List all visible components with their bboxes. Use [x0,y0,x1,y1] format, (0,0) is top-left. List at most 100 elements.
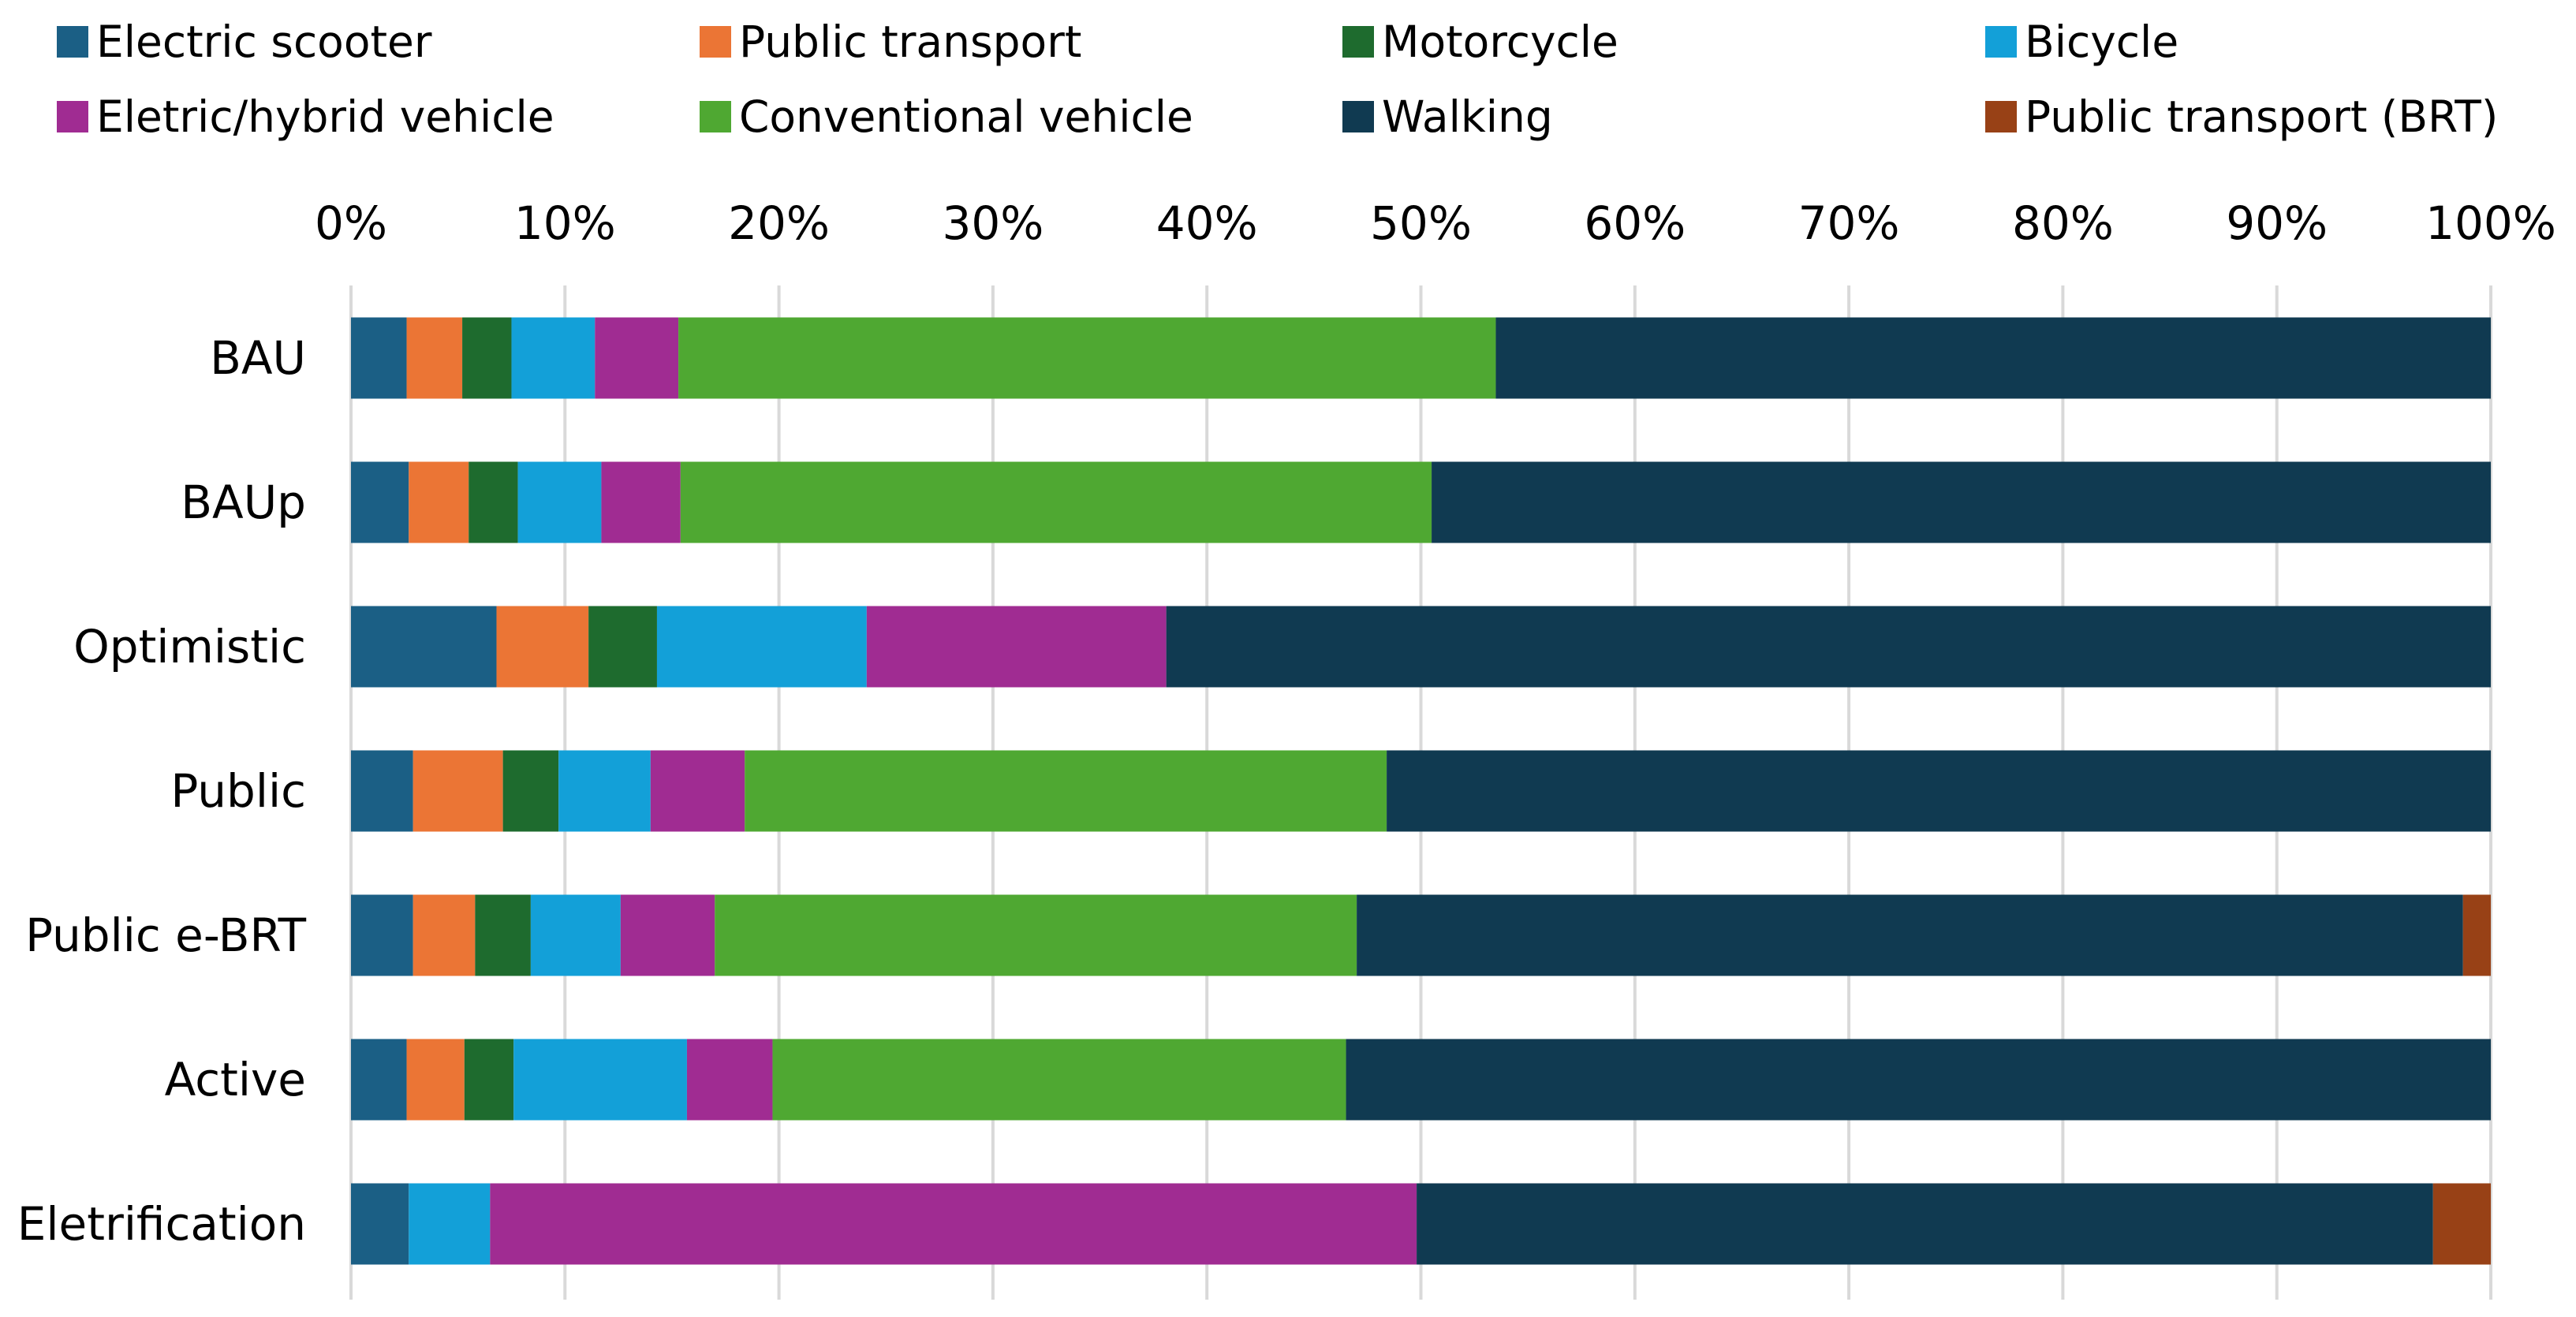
bar-segment-public-public-transport [413,750,503,832]
bar-segment-active-public-transport [406,1039,465,1121]
bar-segment-eletrification-public-transport-brt [2432,1183,2491,1265]
bar-segment-public-e-brt-eletric-hybrid-vehicle [620,894,715,976]
bar-segment-optimistic-electric-scooter [351,606,497,688]
bar-segment-baup-public-transport [409,461,469,543]
legend-item-walking: Walking [1342,91,1553,142]
bar-segment-optimistic-bicycle [656,606,867,688]
bar-segment-public-e-brt-electric-scooter [351,894,413,976]
bar-segment-bau-motorcycle [462,317,512,399]
bar-group-active [351,1039,2491,1121]
tick-label-70: 70% [1798,196,1900,250]
tick-label-80: 80% [2012,196,2114,250]
bar-segment-bau-public-transport [406,317,463,399]
bar-segment-public-e-brt-bicycle [530,894,621,976]
bar-segment-optimistic-eletric-hybrid-vehicle [866,606,1167,688]
bar-group-public [351,750,2491,832]
bar-segment-public-motorcycle [502,750,559,832]
legend-item-motorcycle: Motorcycle [1342,17,1618,67]
bar-segment-public-eletric-hybrid-vehicle [650,750,745,832]
category-label-public: Public [170,764,306,818]
legend-item-electric-scooter: Electric scooter [57,17,432,67]
legend-swatch [57,101,88,132]
legend-swatch [57,26,88,58]
bar-segment-bau-conventional-vehicle [678,317,1496,399]
legend-label: Walking [1382,91,1553,142]
bar-segment-active-walking [1346,1039,2491,1121]
bar-segment-active-electric-scooter [351,1039,407,1121]
bar-segment-public-electric-scooter [351,750,413,832]
bar-segment-public-walking [1387,750,2491,832]
bar-segment-public-e-brt-public-transport [413,894,476,976]
legend-swatch [1342,101,1374,132]
bar-segment-bau-bicycle [511,317,595,399]
bar-segment-optimistic-walking [1166,606,2491,688]
bar-segment-public-e-brt-walking [1357,894,2463,976]
bar-segment-eletrification-walking [1417,1183,2433,1265]
tick-label-20: 20% [728,196,830,250]
bar-group-optimistic [351,606,2491,688]
legend-swatch [1342,26,1374,58]
bar-group-eletrification [351,1183,2491,1265]
legend-item-conventional-vehicle: Conventional vehicle [700,91,1193,142]
bar-segment-baup-walking [1432,461,2491,543]
legend-swatch [700,26,731,58]
bar-segment-active-bicycle [513,1039,687,1121]
category-label-baup: BAUp [181,476,306,529]
legend-label: Public transport (BRT) [2025,91,2498,142]
category-labels: BAU BAUp Optimistic Public Public e-BRT Activ… [17,331,307,1251]
legend-swatch [1985,101,2017,132]
bar-segment-baup-motorcycle [469,461,518,543]
bar-segment-bau-electric-scooter [351,317,407,399]
bar-segment-baup-conventional-vehicle [680,461,1432,543]
tick-label-100: 100% [2425,196,2556,250]
category-label-optimistic: Optimistic [73,620,306,673]
bar-segment-public-conventional-vehicle [745,750,1387,832]
legend-item-public-transport: Public transport [700,17,1081,67]
bar-segment-active-eletric-hybrid-vehicle [686,1039,773,1121]
bars [351,317,2491,1265]
legend-label: Electric scooter [96,17,432,67]
bar-group-baup [351,461,2491,543]
bar-segment-optimistic-motorcycle [588,606,657,688]
legend-swatch [700,101,731,132]
legend-label: Eletric/hybrid vehicle [96,91,554,142]
bar-group-bau [351,317,2491,399]
tick-label-10: 10% [514,196,616,250]
tick-label-30: 30% [942,196,1043,250]
bar-segment-public-e-brt-motorcycle [475,894,531,976]
bar-segment-public-bicycle [558,750,651,832]
tick-label-60: 60% [1584,196,1686,250]
legend: Electric scooter Public transport Motorcyc… [57,17,2498,142]
legend-label: Bicycle [2025,17,2178,67]
bar-segment-public-e-brt-conventional-vehicle [715,894,1357,976]
bar-segment-active-motorcycle [464,1039,514,1121]
bar-segment-eletrification-eletric-hybrid-vehicle [490,1183,1417,1265]
bar-segment-baup-bicycle [517,461,602,543]
tick-label-40: 40% [1156,196,1258,250]
tick-label-90: 90% [2226,196,2328,250]
bar-segment-public-e-brt-public-transport-brt [2462,894,2491,976]
legend-item-public-transport-brt: Public transport (BRT) [1985,91,2498,142]
bar-segment-eletrification-electric-scooter [351,1183,409,1265]
legend-label: Public transport [739,17,1081,67]
legend-label: Motorcycle [1382,17,1618,67]
legend-label: Conventional vehicle [739,91,1193,142]
x-axis-ticks: 0% 10% 20% 30% 40% 50% 60% 70% 80% 90% 100% [315,196,2556,250]
category-label-active: Active [165,1053,306,1106]
legend-item-bicycle: Bicycle [1985,17,2178,67]
bar-segment-baup-eletric-hybrid-vehicle [601,461,681,543]
category-label-public-e-brt: Public e-BRT [25,908,307,962]
bar-segment-bau-walking [1495,317,2491,399]
bar-segment-eletrification-bicycle [409,1183,491,1265]
bar-segment-bau-eletric-hybrid-vehicle [595,317,679,399]
category-label-eletrification: Eletrification [17,1197,306,1251]
tick-label-50: 50% [1370,196,1472,250]
bar-group-public-e-brt [351,894,2491,976]
bar-segment-active-conventional-vehicle [772,1039,1346,1121]
bar-segment-optimistic-public-transport [496,606,589,688]
tick-label-0: 0% [315,196,387,250]
bar-segment-baup-electric-scooter [351,461,409,543]
legend-swatch [1985,26,2017,58]
